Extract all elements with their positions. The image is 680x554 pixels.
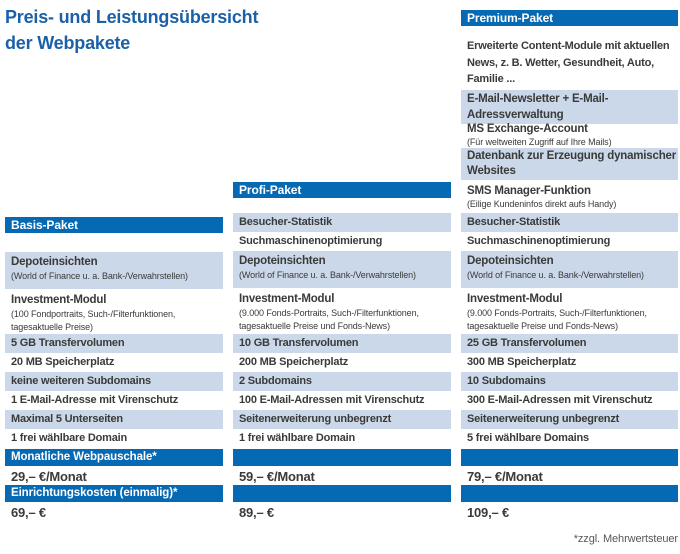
feature-row: SMS Manager-Funktion (Eilige Kundeninfos… xyxy=(461,184,678,210)
feature-title: Depoteinsichten xyxy=(467,255,554,267)
feature-subtext: (World of Finance u. a. Bank-/Verwahrste… xyxy=(11,271,188,281)
feature-title: SMS Manager-Funktion xyxy=(467,185,591,197)
feature-subtext: (Eilige Kundeninfos direkt aufs Handy) xyxy=(467,199,617,209)
feature-row: Suchmaschinenoptimierung xyxy=(239,235,383,247)
package-column-basis: Basis-Paket Depoteinsichten (World of Fi… xyxy=(5,0,223,554)
feature-row: MS Exchange-Account (Für weltweiten Zugr… xyxy=(461,122,678,148)
vat-footnote: *zzgl. Mehrwertsteuer xyxy=(573,533,678,545)
feature-row: Seitenerweiterung unbegrenzt xyxy=(461,410,678,429)
setup-price-value: 109,– € xyxy=(467,505,509,520)
feature-title: Investment-Modul xyxy=(239,293,335,305)
feature-row: 5 frei wählbare Domains xyxy=(467,432,589,444)
feature-row: Besucher-Statistik xyxy=(233,213,451,232)
feature-row: 300 MB Speicherplatz xyxy=(467,356,577,368)
pricing-profi: 59,– €/Monat 89,– € xyxy=(233,449,451,524)
feature-row: 100 E-Mail-Adressen mit Virenschutz xyxy=(239,394,425,406)
page-title-line2: der Webpakete xyxy=(5,33,131,53)
feature-subtext: (9.000 Fonds-Portraits, Such-/Filterfunk… xyxy=(239,308,419,331)
feature-subtext: (Für weltweiten Zugriff auf Ihre Mails) xyxy=(467,137,612,147)
monthly-price-bar xyxy=(233,449,451,466)
feature-row: 25 GB Transfervolumen xyxy=(461,334,678,353)
feature-row: keine weiteren Subdomains xyxy=(5,372,223,391)
feature-subtext: (100 Fondportraits, Such-/Filterfunktion… xyxy=(11,309,176,332)
feature-row: 2 Subdomains xyxy=(233,372,451,391)
feature-row: 200 MB Speicherplatz xyxy=(239,356,349,368)
feature-row: 1 E-Mail-Adresse mit Virenschutz xyxy=(11,394,179,406)
package-header-premium: Premium-Paket xyxy=(461,10,678,26)
feature-row: Besucher-Statistik xyxy=(461,213,678,232)
feature-row: Suchmaschinenoptimierung xyxy=(467,235,611,247)
feature-list-profi: Besucher-Statistik Suchmaschinenoptimier… xyxy=(233,213,451,448)
feature-row: Maximal 5 Unterseiten xyxy=(5,410,223,429)
setup-price-bar xyxy=(233,485,451,502)
feature-row: Investment-Modul (100 Fondportraits, Suc… xyxy=(5,289,223,334)
feature-row: Depoteinsichten (World of Finance u. a. … xyxy=(461,251,678,288)
feature-title: Depoteinsichten xyxy=(239,255,326,267)
feature-row: Erweiterte Content-Module mit aktuellen … xyxy=(467,40,670,85)
monthly-price-bar: Monatliche Webpauschale* xyxy=(5,449,223,466)
feature-title: Depoteinsichten xyxy=(11,256,98,268)
feature-title: MS Exchange-Account xyxy=(467,123,588,135)
feature-row: E-Mail-Newsletter + E-Mail-Adressverwalt… xyxy=(461,90,678,124)
monthly-price-value: 59,– €/Monat xyxy=(239,469,315,484)
feature-title: Investment-Modul xyxy=(11,294,107,306)
feature-subtext: (World of Finance u. a. Bank-/Verwahrste… xyxy=(239,270,416,280)
setup-price-value: 89,– € xyxy=(239,505,274,520)
feature-subtext: (9.000 Fonds-Portraits, Such-/Filterfunk… xyxy=(467,308,647,331)
feature-row: Investment-Modul (9.000 Fonds-Portraits,… xyxy=(233,288,451,334)
feature-row: Datenbank zur Erzeugung dynamischer Webs… xyxy=(461,148,678,180)
setup-price-bar xyxy=(461,485,678,502)
package-header-profi: Profi-Paket xyxy=(233,182,451,198)
page-title: Preis- und Leistungsübersicht der Webpak… xyxy=(5,4,258,56)
package-column-profi: Profi-Paket Besucher-Statistik Suchmasch… xyxy=(233,0,451,554)
pricing-premium: 79,– €/Monat 109,– € xyxy=(461,449,678,524)
feature-row: Seitenerweiterung unbegrenzt xyxy=(233,410,451,429)
feature-row: 20 MB Speicherplatz xyxy=(11,356,115,368)
feature-list-premium: Besucher-Statistik Suchmaschinenoptimier… xyxy=(461,213,678,448)
feature-row: 1 frei wählbare Domain xyxy=(11,432,128,444)
feature-title: Investment-Modul xyxy=(467,293,563,305)
feature-list-basis: Depoteinsichten (World of Finance u. a. … xyxy=(5,252,223,448)
feature-row: 1 frei wählbare Domain xyxy=(239,432,356,444)
setup-price-bar: Einrichtungskosten (einmalig)* xyxy=(5,485,223,502)
page-title-line1: Preis- und Leistungsübersicht xyxy=(5,7,259,27)
pricing-basis: Monatliche Webpauschale* 29,– €/Monat Ei… xyxy=(5,449,223,524)
feature-subtext: (World of Finance u. a. Bank-/Verwahrste… xyxy=(467,270,644,280)
package-header-basis: Basis-Paket xyxy=(5,217,223,233)
monthly-price-value: 79,– €/Monat xyxy=(467,469,543,484)
feature-row: Depoteinsichten (World of Finance u. a. … xyxy=(5,252,223,289)
feature-row: 10 Subdomains xyxy=(461,372,678,391)
setup-price-value: 69,– € xyxy=(11,505,46,520)
feature-row: Investment-Modul (9.000 Fonds-Portraits,… xyxy=(461,288,678,334)
feature-row: Depoteinsichten (World of Finance u. a. … xyxy=(233,251,451,288)
monthly-price-bar xyxy=(461,449,678,466)
package-column-premium: Premium-Paket Erweiterte Content-Module … xyxy=(461,0,678,554)
feature-row: 5 GB Transfervolumen xyxy=(5,334,223,353)
monthly-price-value: 29,– €/Monat xyxy=(11,469,87,484)
feature-row: 300 E-Mail-Adressen mit Virenschutz xyxy=(467,394,653,406)
feature-row: 10 GB Transfervolumen xyxy=(233,334,451,353)
